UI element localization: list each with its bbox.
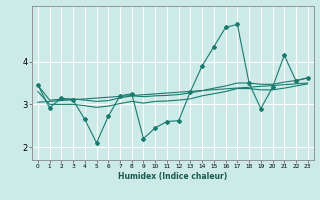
X-axis label: Humidex (Indice chaleur): Humidex (Indice chaleur) xyxy=(118,172,228,181)
